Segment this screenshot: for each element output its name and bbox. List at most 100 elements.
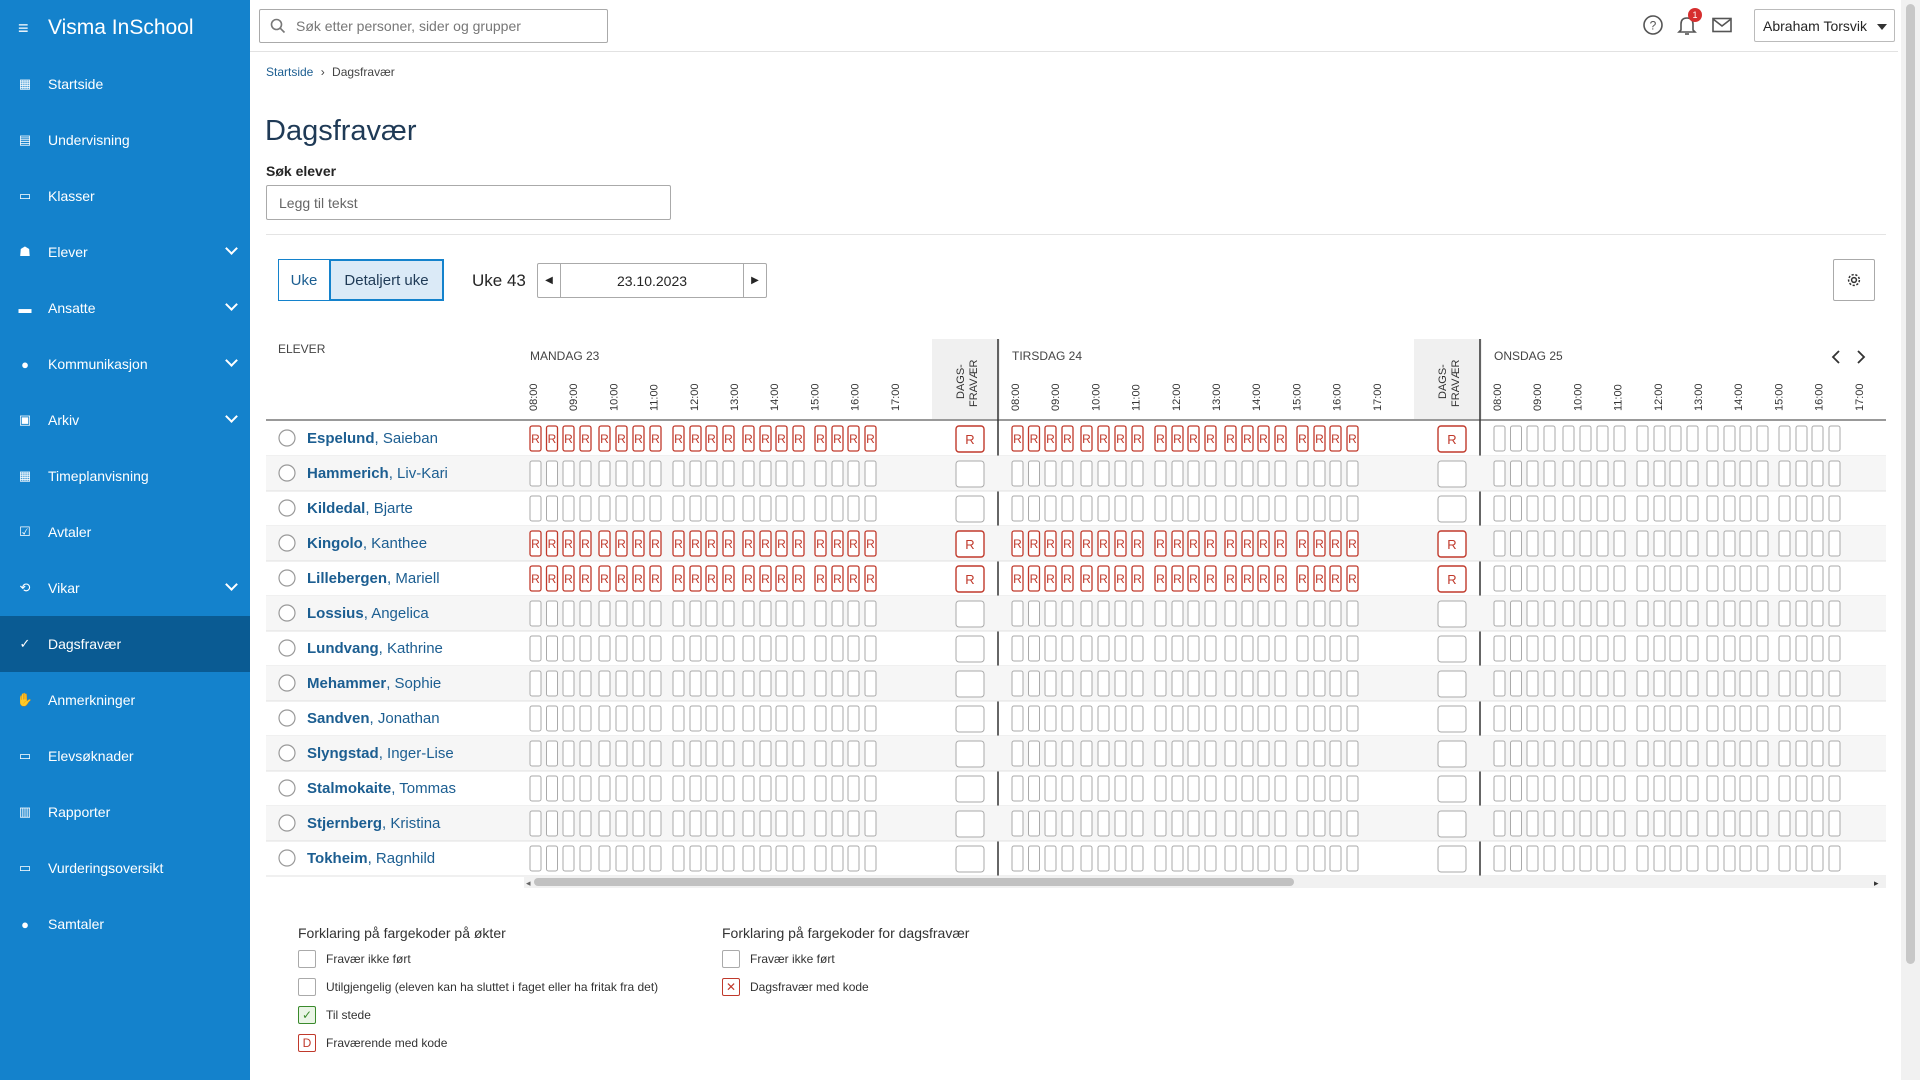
session-cell[interactable]	[1526, 775, 1539, 802]
session-cell[interactable]	[1543, 845, 1556, 872]
day-absence-cell[interactable]	[1437, 425, 1467, 453]
student-last-name[interactable]: Espelund	[307, 430, 375, 447]
student-first-name[interactable]: Sophie	[395, 675, 442, 692]
session-cell[interactable]	[705, 460, 718, 487]
session-cell[interactable]	[1811, 425, 1824, 452]
session-cell[interactable]	[1795, 530, 1808, 557]
session-cell[interactable]	[1329, 600, 1342, 627]
session-cell[interactable]	[1653, 460, 1666, 487]
session-cell[interactable]	[1653, 495, 1666, 522]
session-cell[interactable]	[1171, 530, 1184, 557]
session-cell[interactable]	[775, 600, 788, 627]
student-name[interactable]: Stalmokaite, Tommas	[307, 780, 456, 797]
session-cell[interactable]	[1669, 600, 1682, 627]
session-cell[interactable]	[1653, 775, 1666, 802]
sidebar-item-avtaler[interactable]: ☑ Avtaler	[0, 504, 250, 560]
row-checkbox[interactable]	[278, 779, 296, 797]
session-cell[interactable]	[1596, 670, 1609, 697]
student-last-name[interactable]: Slyngstad	[307, 745, 379, 762]
day-absence-cell[interactable]	[1437, 845, 1467, 873]
student-last-name[interactable]: Stalmokaite	[307, 780, 391, 797]
session-cell[interactable]	[1296, 600, 1309, 627]
session-cell[interactable]	[1097, 635, 1110, 662]
session-cell[interactable]	[1061, 845, 1074, 872]
tab-week[interactable]: Uke	[278, 259, 330, 301]
session-cell[interactable]	[1543, 425, 1556, 452]
session-cell[interactable]	[775, 810, 788, 837]
session-cell[interactable]	[1204, 460, 1217, 487]
session-cell[interactable]	[649, 600, 662, 627]
session-cell[interactable]	[864, 740, 877, 767]
session-cell[interactable]	[1811, 600, 1824, 627]
session-cell[interactable]	[814, 460, 827, 487]
session-cell[interactable]	[1061, 565, 1074, 592]
session-cell[interactable]	[615, 670, 628, 697]
session-cell[interactable]	[742, 530, 755, 557]
session-cell[interactable]	[1274, 600, 1287, 627]
date-field[interactable]: 23.10.2023	[616, 272, 688, 289]
session-cell[interactable]	[689, 600, 702, 627]
student-first-name[interactable]: Bjarte	[374, 500, 413, 517]
sidebar-item-dagsfravær[interactable]: ✓ Dagsfravær	[0, 616, 250, 672]
session-cell[interactable]	[759, 670, 772, 697]
session-cell[interactable]	[1795, 635, 1808, 662]
session-cell[interactable]	[1131, 530, 1144, 557]
session-cell[interactable]	[1493, 565, 1506, 592]
session-cell[interactable]	[792, 600, 805, 627]
day-absence-cell[interactable]	[955, 460, 985, 488]
session-cell[interactable]	[1131, 460, 1144, 487]
session-cell[interactable]	[1080, 775, 1093, 802]
session-cell[interactable]	[1241, 530, 1254, 557]
student-name[interactable]: Sandven, Jonathan	[307, 710, 440, 727]
session-cell[interactable]	[722, 670, 735, 697]
session-cell[interactable]	[742, 705, 755, 732]
session-cell[interactable]	[632, 775, 645, 802]
sidebar-item-elever[interactable]: ☗ Elever	[0, 224, 250, 280]
session-cell[interactable]	[1274, 495, 1287, 522]
session-cell[interactable]	[1080, 460, 1093, 487]
session-cell[interactable]	[1828, 460, 1841, 487]
session-cell[interactable]	[529, 670, 542, 697]
session-cell[interactable]	[1131, 705, 1144, 732]
session-cell[interactable]	[1543, 670, 1556, 697]
session-cell[interactable]	[1795, 740, 1808, 767]
session-cell[interactable]	[1257, 740, 1270, 767]
session-cell[interactable]	[792, 425, 805, 452]
session-cell[interactable]	[864, 775, 877, 802]
session-cell[interactable]	[1080, 495, 1093, 522]
session-cell[interactable]	[722, 565, 735, 592]
session-cell[interactable]	[847, 425, 860, 452]
session-cell[interactable]	[632, 460, 645, 487]
session-cell[interactable]	[1579, 705, 1592, 732]
session-cell[interactable]	[1828, 845, 1841, 872]
session-cell[interactable]	[1296, 740, 1309, 767]
session-cell[interactable]	[1080, 810, 1093, 837]
session-cell[interactable]	[1204, 425, 1217, 452]
session-cell[interactable]	[1257, 565, 1270, 592]
session-cell[interactable]	[649, 705, 662, 732]
session-cell[interactable]	[1296, 775, 1309, 802]
previous-week-button[interactable]: ◀	[538, 264, 561, 297]
session-cell[interactable]	[1579, 635, 1592, 662]
session-cell[interactable]	[1756, 670, 1769, 697]
session-cell[interactable]	[1154, 530, 1167, 557]
session-cell[interactable]	[1187, 565, 1200, 592]
session-cell[interactable]	[1028, 670, 1040, 697]
session-cell[interactable]	[1296, 495, 1309, 522]
session-cell[interactable]	[1562, 740, 1575, 767]
day-absence-cell[interactable]	[955, 845, 985, 873]
session-cell[interactable]	[1706, 565, 1719, 592]
session-cell[interactable]	[1313, 565, 1326, 592]
session-cell[interactable]	[1510, 425, 1522, 452]
session-cell[interactable]	[1706, 670, 1719, 697]
student-name[interactable]: Hammerich, Liv-Kari	[307, 465, 448, 482]
session-cell[interactable]	[1329, 775, 1342, 802]
session-cell[interactable]	[615, 495, 628, 522]
session-cell[interactable]	[1154, 740, 1167, 767]
session-cell[interactable]	[1224, 460, 1237, 487]
session-cell[interactable]	[1114, 565, 1127, 592]
session-cell[interactable]	[1187, 740, 1200, 767]
session-cell[interactable]	[615, 635, 628, 662]
session-cell[interactable]	[775, 495, 788, 522]
session-cell[interactable]	[615, 425, 628, 452]
